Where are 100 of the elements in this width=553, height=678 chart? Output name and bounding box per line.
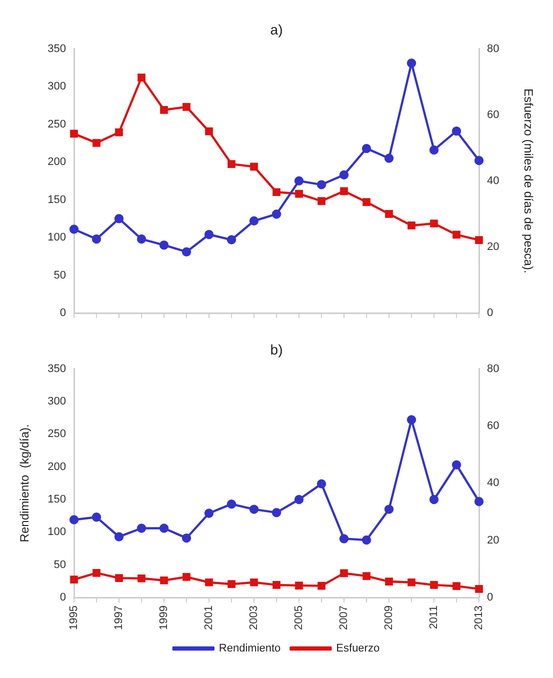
point xyxy=(204,508,214,518)
x-tick-label: 1999 xyxy=(158,606,170,630)
point xyxy=(294,176,304,186)
point xyxy=(295,190,303,198)
point xyxy=(430,581,438,589)
point xyxy=(406,415,416,424)
point xyxy=(316,479,326,488)
y-tick-label: 50 xyxy=(54,558,66,571)
x-tick-label: 2001 xyxy=(203,606,216,630)
point xyxy=(408,578,416,586)
point xyxy=(250,578,258,586)
point xyxy=(474,496,484,506)
point xyxy=(115,574,123,582)
point xyxy=(159,240,169,250)
point xyxy=(136,234,146,244)
point xyxy=(160,106,168,114)
x-tick-label: 2013 xyxy=(473,606,486,630)
y-tick-label: 50 xyxy=(54,269,66,282)
y-tick-label: 100 xyxy=(48,232,66,244)
point xyxy=(70,576,78,584)
y-tick-label: 0 xyxy=(60,592,66,604)
point xyxy=(429,494,439,504)
y-tick-label: 350 xyxy=(48,42,66,55)
y2-tick-label: 20 xyxy=(487,240,500,253)
point xyxy=(340,569,348,578)
point xyxy=(452,582,460,590)
point xyxy=(204,230,214,240)
y-axis-title: Rendimiento (kg/día). xyxy=(18,424,32,542)
legend-label: Rendimiento xyxy=(218,642,281,655)
y-tick-label: 300 xyxy=(48,396,66,408)
point xyxy=(362,198,370,206)
point xyxy=(318,197,326,205)
point xyxy=(159,524,169,533)
point xyxy=(70,130,78,138)
point xyxy=(385,210,393,218)
x-tick-label: 2011 xyxy=(428,606,440,630)
point xyxy=(160,576,168,584)
point xyxy=(205,127,213,136)
point xyxy=(228,580,236,588)
point xyxy=(114,532,124,542)
point xyxy=(272,508,282,518)
y2-tick-label: 0 xyxy=(487,307,494,320)
y-tick-label: 200 xyxy=(48,460,66,473)
y-tick-label: 350 xyxy=(48,362,66,375)
point xyxy=(384,154,394,163)
point xyxy=(318,582,326,590)
point xyxy=(205,578,213,586)
point xyxy=(114,214,124,224)
point xyxy=(92,234,102,244)
point xyxy=(272,188,280,196)
point xyxy=(452,230,460,239)
point xyxy=(182,247,192,256)
point xyxy=(385,578,393,586)
x-tick-label: 2007 xyxy=(338,606,350,630)
y2-tick-label: 60 xyxy=(487,420,500,432)
y-tick-label: 150 xyxy=(48,494,66,506)
legend-label: Esfuerzo xyxy=(336,642,380,655)
y2-tick-label: 20 xyxy=(487,534,500,546)
point xyxy=(250,162,258,171)
y2-tick-label: 0 xyxy=(487,592,494,604)
point xyxy=(384,504,394,514)
point xyxy=(475,585,483,593)
point xyxy=(339,170,349,180)
point xyxy=(69,515,79,524)
y2-tick-label: 80 xyxy=(487,362,500,375)
point xyxy=(92,138,100,147)
point xyxy=(69,224,79,234)
point xyxy=(362,144,372,154)
point xyxy=(272,210,282,219)
chart-title: b) xyxy=(270,341,283,358)
y-tick-label: 250 xyxy=(48,118,66,130)
point xyxy=(182,573,190,581)
point xyxy=(294,494,304,504)
point xyxy=(138,74,146,82)
point xyxy=(138,574,146,582)
x-tick-label: 2009 xyxy=(383,606,396,630)
x-tick-label: 1997 xyxy=(113,606,126,630)
x-tick-label: 1995 xyxy=(68,606,80,630)
point xyxy=(182,533,192,543)
y-tick-label: 100 xyxy=(48,526,66,538)
x-tick-label: 2003 xyxy=(248,606,260,630)
point xyxy=(316,180,326,190)
y-tick-label: 150 xyxy=(48,194,66,206)
point xyxy=(136,524,146,533)
point xyxy=(362,572,370,580)
y2-tick-label: 80 xyxy=(487,42,500,55)
point xyxy=(228,160,236,168)
y2-tick-label: 40 xyxy=(487,477,500,490)
y-tick-label: 300 xyxy=(48,80,66,93)
point xyxy=(295,582,303,590)
point xyxy=(408,222,416,230)
point xyxy=(182,102,190,111)
y-tick-label: 200 xyxy=(48,156,66,168)
point xyxy=(339,534,349,544)
point xyxy=(474,156,484,166)
point xyxy=(92,512,102,522)
point xyxy=(249,504,259,514)
point xyxy=(362,535,372,545)
point xyxy=(452,460,462,470)
point xyxy=(226,499,236,509)
